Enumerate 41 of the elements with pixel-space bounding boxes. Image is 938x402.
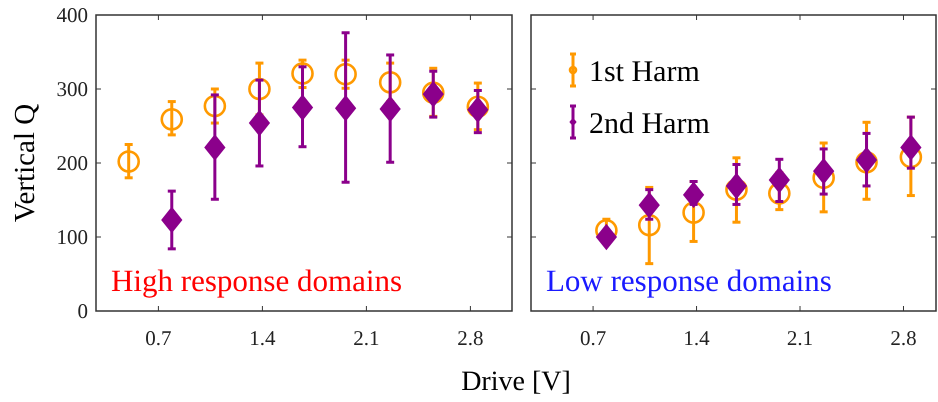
- y-tick-label: 400: [56, 3, 88, 27]
- point: [683, 182, 704, 208]
- point: [160, 108, 184, 131]
- y-axis-title: Vertical Q: [9, 104, 41, 222]
- annotation: Low response domains: [546, 263, 832, 298]
- point: [467, 96, 488, 123]
- x-tick-label: 2.8: [457, 326, 484, 350]
- point: [638, 192, 660, 218]
- annotation: High response domains: [111, 263, 402, 298]
- legend-label: 2nd Harm: [589, 107, 710, 140]
- point: [204, 134, 226, 160]
- x-tick-label: 0.7: [580, 326, 606, 350]
- y-tick-label: 300: [56, 77, 88, 101]
- point: [380, 96, 401, 122]
- y-tick-label: 100: [56, 225, 88, 249]
- point: [768, 167, 790, 194]
- point: [378, 71, 402, 94]
- point: [638, 214, 661, 236]
- point: [334, 62, 357, 86]
- point: [856, 147, 878, 174]
- point: [117, 150, 140, 173]
- x-tick-label: 2.1: [786, 326, 814, 350]
- point: [291, 62, 314, 85]
- point: [292, 94, 314, 120]
- x-tick-label: 2.1: [353, 326, 380, 350]
- y-tick-label: 0: [78, 299, 88, 323]
- y-tick-label: 200: [56, 151, 88, 175]
- point: [596, 224, 617, 250]
- x-axis-title: Drive [V]: [461, 366, 571, 397]
- point: [813, 158, 834, 184]
- x-tick-label: 1.4: [249, 326, 276, 350]
- point: [335, 95, 356, 122]
- point: [248, 110, 270, 136]
- point: [422, 81, 444, 108]
- x-tick-label: 0.7: [145, 326, 172, 350]
- point: [900, 134, 922, 160]
- point: [726, 172, 747, 199]
- legend-label: 1st Harm: [589, 55, 700, 88]
- x-tick-label: 1.4: [683, 326, 710, 350]
- x-tick-label: 2.8: [890, 326, 917, 350]
- point: [161, 206, 182, 233]
